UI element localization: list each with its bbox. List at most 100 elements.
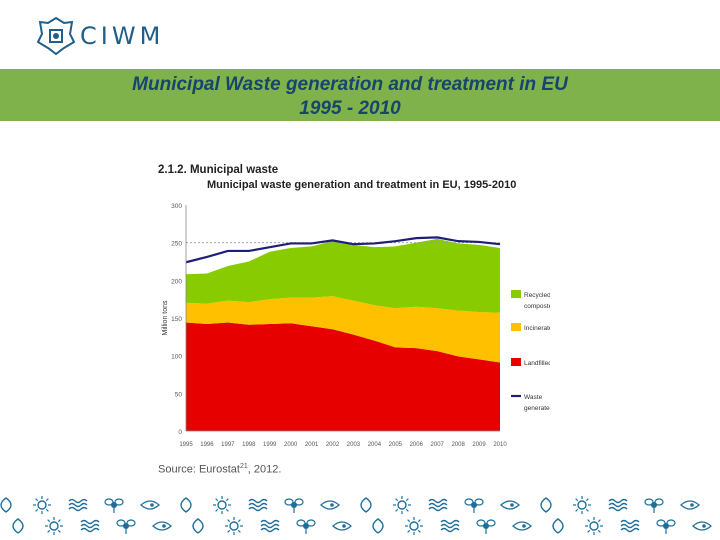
legend-label: Landfilled — [524, 360, 550, 367]
fish-icon — [140, 500, 160, 510]
petal — [464, 498, 474, 506]
legend-swatch-landfilled — [511, 358, 521, 366]
decorative-footer-pattern — [0, 496, 712, 535]
wave-icon — [80, 519, 100, 525]
petal — [476, 519, 486, 527]
legend-label: Recycled or — [524, 292, 550, 299]
fish-icon — [692, 521, 712, 531]
slide-title-line-2: 1995 - 2010 — [299, 98, 401, 119]
x-tick-label: 2004 — [368, 442, 382, 448]
sun-ray — [597, 519, 601, 523]
source-superscript: 21 — [239, 463, 248, 470]
x-tick-label: 2002 — [326, 442, 340, 448]
sun-ray — [227, 529, 231, 533]
wave-icon — [608, 498, 628, 504]
leaf-icon — [192, 518, 204, 534]
sun-ray — [395, 498, 399, 502]
area-recycled-or-composted — [186, 238, 500, 313]
sun-ray — [405, 498, 409, 502]
y-tick-label: 0 — [178, 429, 182, 436]
y-tick-label: 300 — [171, 203, 182, 210]
area-landfilled — [186, 322, 500, 431]
sun-ray — [585, 508, 589, 512]
legend-label: Incinerated — [524, 325, 550, 332]
wave-icon — [608, 502, 628, 508]
y-tick-label: 100 — [171, 354, 182, 361]
fish-eye — [162, 524, 166, 528]
wave-icon — [260, 523, 280, 529]
wave-icon — [80, 527, 100, 533]
x-tick-label: 2008 — [451, 442, 465, 448]
petal — [306, 519, 316, 527]
sun-icon — [577, 500, 587, 510]
fish-icon — [680, 500, 700, 510]
fish-eye — [342, 524, 346, 528]
wave-icon — [440, 519, 460, 525]
wave-icon — [440, 527, 460, 533]
wave-icon — [428, 502, 448, 508]
petal — [654, 498, 664, 506]
sun-ray — [227, 519, 231, 523]
leaf-icon — [0, 497, 12, 513]
x-tick-label: 1999 — [263, 442, 277, 448]
sun-icon — [229, 521, 239, 531]
fish-eye — [150, 503, 154, 507]
fish-eye — [330, 503, 334, 507]
legend-swatch-incinerated — [511, 323, 521, 331]
petal — [666, 519, 676, 527]
leaf-icon — [180, 497, 192, 513]
petal — [114, 498, 124, 506]
leaf-icon — [552, 518, 564, 534]
petal — [116, 519, 126, 527]
sun-icon — [217, 500, 227, 510]
logo-text: CIWM — [80, 22, 165, 50]
x-tick-label: 2000 — [284, 442, 298, 448]
sun-ray — [237, 529, 241, 533]
petal — [296, 519, 306, 527]
line-waste-generated — [185, 236, 501, 264]
x-tick-label: 2010 — [493, 442, 507, 448]
sun-icon — [397, 500, 407, 510]
wave-icon — [260, 527, 280, 533]
sun-icon — [49, 521, 59, 531]
sun-ray — [575, 508, 579, 512]
sun-ray — [45, 508, 49, 512]
sun-ray — [57, 529, 61, 533]
wave-icon — [80, 523, 100, 529]
sun-ray — [225, 498, 229, 502]
sun-ray — [575, 498, 579, 502]
crest-icon — [36, 16, 76, 56]
sun-ray — [597, 529, 601, 533]
ciwm-logo — [34, 14, 184, 58]
petal — [284, 498, 294, 506]
leaf-icon — [372, 518, 384, 534]
wave-icon — [428, 498, 448, 504]
x-tick-label: 2007 — [431, 442, 445, 448]
sun-ray — [587, 529, 591, 533]
sun-ray — [585, 498, 589, 502]
sun-ray — [587, 519, 591, 523]
sun-ray — [57, 519, 61, 523]
x-tick-label: 2001 — [305, 442, 319, 448]
x-tick-label: 2009 — [472, 442, 486, 448]
sun-ray — [405, 508, 409, 512]
fish-eye — [510, 503, 514, 507]
title-band — [0, 69, 720, 121]
sun-ray — [47, 519, 51, 523]
x-tick-label: 1998 — [242, 442, 256, 448]
legend-swatch-recycled-or-composted — [511, 290, 521, 298]
source-prefix: Source: Eurostat — [158, 463, 240, 476]
area-chart: 0 50 100 150 200 250 300 Million tons 1995 1996 19… — [162, 203, 550, 448]
petal — [104, 498, 114, 506]
leaf-icon — [540, 497, 552, 513]
petal — [486, 519, 496, 527]
sun-ray — [215, 498, 219, 502]
petal — [656, 519, 666, 527]
wave-icon — [248, 498, 268, 504]
area-incinerated — [186, 296, 500, 363]
y-tick-label: 200 — [171, 278, 182, 285]
petal — [474, 498, 484, 506]
sun-ray — [407, 519, 411, 523]
sun-icon — [37, 500, 47, 510]
leaf-icon — [12, 518, 24, 534]
